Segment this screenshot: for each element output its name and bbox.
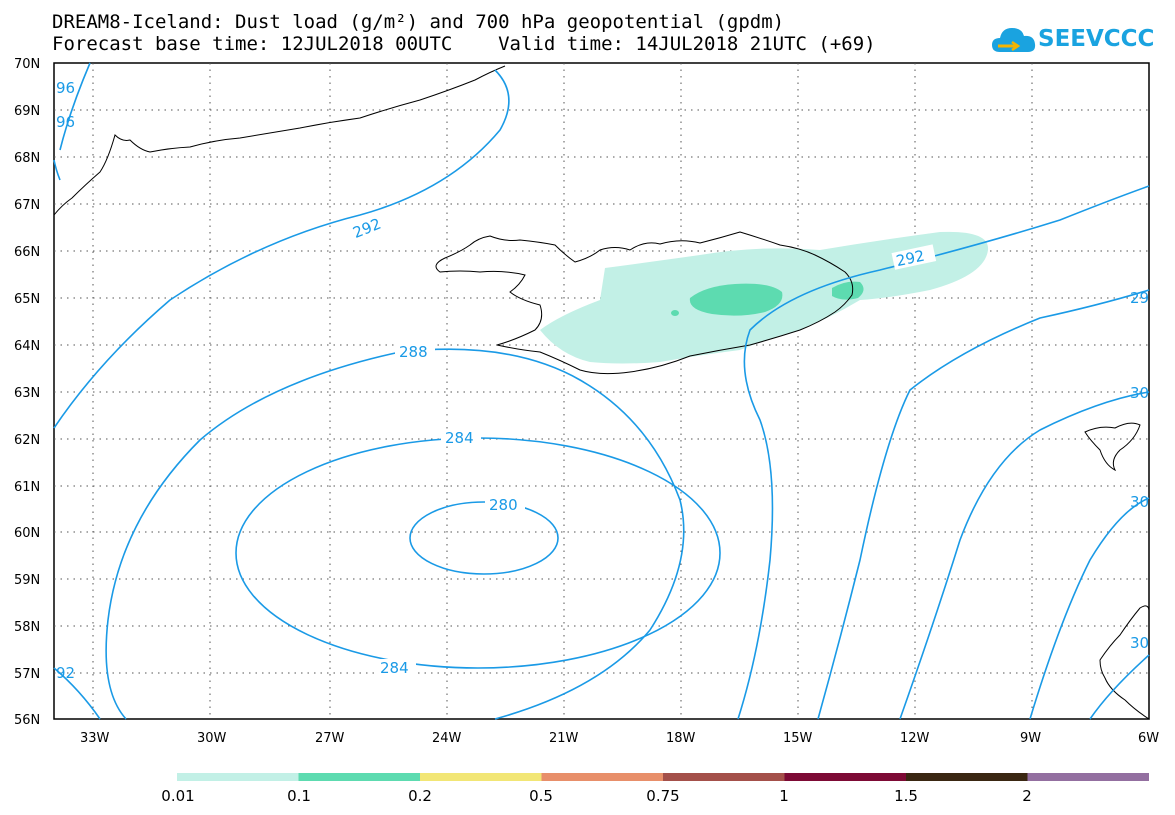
colorbar-swatch bbox=[177, 773, 299, 781]
seevccc-logo: SEEVCCC bbox=[990, 22, 1154, 58]
colorbar-swatch bbox=[541, 773, 663, 781]
contour-292-west bbox=[53, 69, 510, 429]
contour-296-corner-b bbox=[53, 159, 61, 181]
colorbar-label: 0.1 bbox=[287, 787, 311, 805]
colorbar-label: 1 bbox=[779, 787, 789, 805]
colorbar bbox=[177, 773, 1149, 781]
map-title: DREAM8-Iceland: Dust load (g/m²) and 700… bbox=[52, 11, 785, 33]
lat-label: 64N bbox=[14, 339, 40, 354]
contour-labels: 280 284 284 288 292 292 96 96 92 29 30 3… bbox=[56, 79, 1149, 682]
contour-292-sw bbox=[53, 667, 101, 720]
colorbar-label: 0.2 bbox=[408, 787, 432, 805]
lat-label: 63N bbox=[14, 386, 40, 401]
colorbar-swatch bbox=[906, 773, 1028, 781]
lat-label: 62N bbox=[14, 433, 40, 448]
lon-label: 24W bbox=[432, 731, 462, 746]
colorbar-swatch bbox=[298, 773, 420, 781]
lon-label: 27W bbox=[315, 731, 345, 746]
contour-300-c bbox=[1089, 654, 1150, 720]
contour-label-292-sw: 92 bbox=[56, 664, 75, 682]
contour-label-284-top: 284 bbox=[445, 429, 474, 447]
colorbar-swatch bbox=[1027, 773, 1149, 781]
contour-280 bbox=[409, 501, 559, 575]
dust-area-medium-east bbox=[832, 281, 864, 300]
colorbar-label: 1.5 bbox=[894, 787, 918, 805]
contour-288 bbox=[105, 348, 685, 720]
lon-label: 6W bbox=[1138, 731, 1159, 746]
lat-label: 56N bbox=[14, 713, 40, 728]
contour-label-30-a: 30 bbox=[1130, 384, 1149, 402]
contour-300-a bbox=[899, 391, 1150, 720]
contour-label-296-b: 96 bbox=[56, 113, 75, 131]
lat-label: 61N bbox=[14, 480, 40, 495]
dust-area-medium bbox=[689, 283, 783, 316]
lat-label: 60N bbox=[14, 526, 40, 541]
contour-label-284-bottom: 284 bbox=[380, 659, 409, 677]
colorbar-label: 0.75 bbox=[646, 787, 680, 805]
contour-296-corner bbox=[59, 62, 91, 151]
latitude-axis: 70N 69N 68N 67N 66N 65N 64N 63N 62N 61N … bbox=[14, 57, 40, 728]
lon-label: 21W bbox=[549, 731, 579, 746]
colorbar-label: 2 bbox=[1022, 787, 1032, 805]
map-subtitle: Forecast base time: 12JUL2018 00UTC Vali… bbox=[52, 33, 876, 55]
colorbar-swatch bbox=[663, 773, 785, 781]
map-frame bbox=[53, 62, 1150, 720]
lon-label: 18W bbox=[666, 731, 696, 746]
lat-label: 67N bbox=[14, 198, 40, 213]
faroe-coastline bbox=[1084, 422, 1141, 472]
contour-300-b bbox=[1029, 497, 1150, 720]
lat-label: 66N bbox=[14, 245, 40, 260]
lat-label: 69N bbox=[14, 104, 40, 119]
lat-label: 70N bbox=[14, 57, 40, 72]
greenland-coastline bbox=[53, 65, 506, 216]
lat-label: 57N bbox=[14, 667, 40, 682]
contour-label-296-a: 96 bbox=[56, 79, 75, 97]
cloud-icon bbox=[992, 28, 1036, 52]
lon-label: 12W bbox=[900, 731, 930, 746]
lon-label: 9W bbox=[1020, 731, 1041, 746]
lat-label: 58N bbox=[14, 620, 40, 635]
contour-label-30-c: 30 bbox=[1130, 634, 1149, 652]
lat-label: 68N bbox=[14, 151, 40, 166]
colorbar-swatch bbox=[420, 773, 542, 781]
lon-label: 30W bbox=[197, 731, 227, 746]
dust-load-shading bbox=[540, 231, 989, 364]
contour-label-288: 288 bbox=[399, 343, 428, 361]
contour-label-280: 280 bbox=[489, 496, 518, 514]
scotland-coastline bbox=[1099, 605, 1150, 720]
lat-label: 65N bbox=[14, 292, 40, 307]
contour-label-29-edge: 29 bbox=[1130, 289, 1149, 307]
logo-text: SEEVCCC bbox=[1038, 26, 1155, 52]
colorbar-label: 0.01 bbox=[161, 787, 195, 805]
colorbar-label: 0.5 bbox=[529, 787, 553, 805]
contour-label-30-b: 30 bbox=[1130, 493, 1149, 511]
lon-label: 15W bbox=[783, 731, 813, 746]
dust-spot bbox=[671, 310, 679, 316]
longitude-axis: 33W 30W 27W 24W 21W 18W 15W 12W 9W 6W bbox=[80, 731, 1159, 746]
contour-292-east bbox=[737, 185, 1150, 720]
contour-296 bbox=[817, 289, 1150, 720]
contour-label-292-east: 292 bbox=[894, 247, 926, 271]
lon-label: 33W bbox=[80, 731, 110, 746]
lat-label: 59N bbox=[14, 573, 40, 588]
colorbar-swatch bbox=[784, 773, 906, 781]
geopotential-contours bbox=[53, 62, 1150, 720]
